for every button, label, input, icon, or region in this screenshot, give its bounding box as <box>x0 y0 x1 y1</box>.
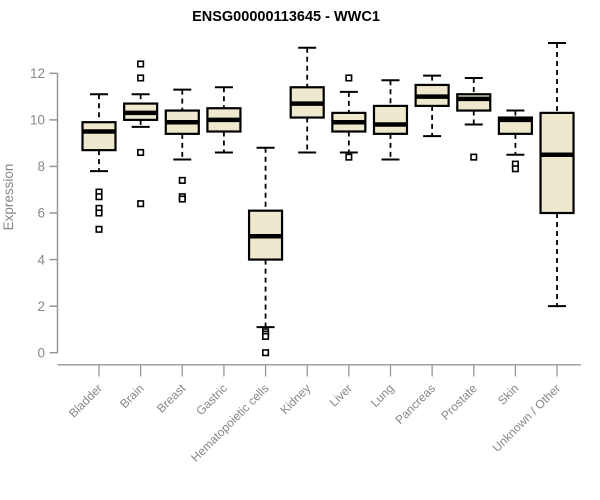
x-category-label: Prostate <box>438 381 480 423</box>
x-category-label: Pancreas <box>392 381 438 427</box>
x-category-label: Lung <box>368 381 397 410</box>
x-category-label: Liver <box>327 381 355 409</box>
x-category-label: Bladder <box>66 381 105 420</box>
outlier-point <box>137 74 145 82</box>
outlier-point <box>262 349 270 357</box>
box-rect <box>81 121 117 152</box>
y-tick-label: 0 <box>37 345 45 360</box>
x-category-label: Hematopoietic cells <box>188 381 271 464</box>
outlier-point <box>137 60 145 68</box>
outlier-point <box>511 165 519 173</box>
outlier-point <box>470 153 478 161</box>
box-rect <box>372 104 409 135</box>
outlier-point <box>262 332 270 340</box>
outlier-point <box>137 200 145 208</box>
y-tick-label: 10 <box>30 113 45 128</box>
outlier-point <box>345 74 353 82</box>
x-category-label: Gastric <box>193 381 230 418</box>
y-axis-title: Expression <box>1 164 16 231</box>
y-tick-label: 2 <box>37 299 45 314</box>
outlier-point <box>178 176 186 184</box>
chart-title: ENSG00000113645 - WWC1 <box>192 9 380 25</box>
outlier-point <box>95 209 103 217</box>
x-category-label: Skin <box>495 381 521 407</box>
y-tick-label: 6 <box>37 206 45 221</box>
outlier-point <box>95 225 103 233</box>
y-tick-label: 12 <box>30 66 45 81</box>
outlier-point <box>345 153 353 161</box>
y-tick-label: 4 <box>37 252 45 267</box>
outlier-point <box>95 193 103 201</box>
plot-area: 0 2 4 6 8 10 12 Bladder Brain Breast GastricHemato… <box>30 42 581 465</box>
box-rect <box>539 111 575 215</box>
x-category-label: Breast <box>154 381 189 416</box>
outlier-point <box>178 195 186 203</box>
x-category-label: Kidney <box>277 381 313 417</box>
x-category-label: Brain <box>117 381 147 411</box>
y-tick-label: 8 <box>37 159 45 174</box>
outlier-point <box>137 148 145 157</box>
